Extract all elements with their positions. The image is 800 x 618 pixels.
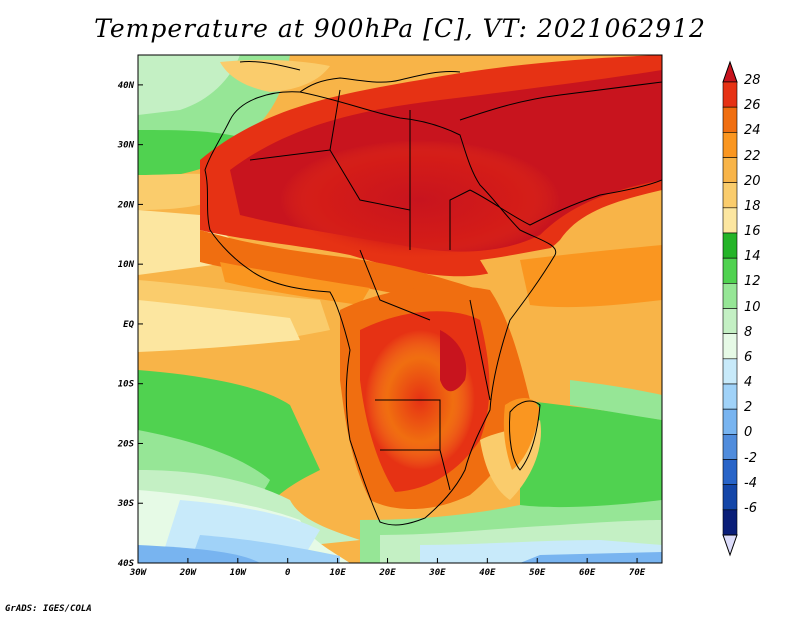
colorbar-bottom-arrow bbox=[722, 534, 738, 557]
colorbar-label: 28 bbox=[744, 73, 761, 88]
coastlines bbox=[204, 61, 662, 526]
colorbar-swatch bbox=[722, 81, 738, 108]
lat-tick-label: EQ bbox=[123, 320, 134, 330]
lat-tick-label: 40N bbox=[118, 81, 135, 91]
plot-frame bbox=[137, 54, 663, 564]
lon-tick-label: 60E bbox=[579, 568, 596, 578]
colorbar-swatch bbox=[722, 308, 738, 334]
colorbar-label: 4 bbox=[744, 375, 753, 390]
colorbar-swatch bbox=[722, 459, 738, 485]
longitude-ticks: 30W 20W 10W 0 10E 20E 30E 40E 50E 60E 70E bbox=[129, 558, 646, 578]
colorbar-label: 12 bbox=[744, 274, 761, 290]
lat-tick-label: 30S bbox=[117, 499, 135, 509]
colorbar-label: 24 bbox=[744, 123, 761, 139]
colorbar-label: 2 bbox=[744, 400, 753, 416]
colorbar-label: -4 bbox=[744, 475, 757, 491]
colorbar-swatch bbox=[722, 408, 738, 435]
colorbar bbox=[722, 60, 738, 557]
lon-tick-label: 0 bbox=[285, 568, 291, 578]
credit-text: GrADS: IGES/COLA bbox=[5, 604, 92, 614]
colorbar-label: 16 bbox=[744, 224, 761, 239]
colorbar-label: 0 bbox=[744, 425, 753, 441]
colorbar-swatch bbox=[722, 509, 738, 536]
colorbar-label: 10 bbox=[744, 299, 761, 315]
lon-tick-label: 30W bbox=[129, 568, 148, 578]
colorbar-swatch bbox=[722, 283, 738, 309]
colorbar-label: -6 bbox=[744, 500, 757, 516]
plot-title: Temperature at 900hPa [C], VT: 202106291… bbox=[94, 14, 706, 43]
colorbar-swatch bbox=[722, 157, 738, 183]
colorbar-label: 6 bbox=[744, 349, 753, 365]
lon-tick-label: 20E bbox=[378, 568, 396, 578]
lat-tick-label: 10N bbox=[118, 260, 135, 270]
colorbar-label: 8 bbox=[744, 324, 753, 340]
colorbar-swatch bbox=[722, 207, 738, 234]
lon-tick-label: 30E bbox=[428, 568, 446, 578]
colorbar-label: -2 bbox=[744, 450, 757, 466]
latitude-ticks: 40N 30N 20N 10N EQ 10S 20S 30S 40S bbox=[117, 81, 143, 569]
temperature-field bbox=[138, 55, 662, 563]
colorbar-label: 14 bbox=[744, 249, 761, 265]
colorbar-swatch bbox=[722, 434, 738, 460]
colorbar-swatch bbox=[722, 132, 738, 158]
lat-tick-label: 20N bbox=[117, 200, 135, 210]
colorbar-swatch bbox=[722, 333, 738, 360]
lat-tick-label: 40S bbox=[118, 559, 135, 569]
lon-tick-label: 70E bbox=[629, 568, 646, 578]
colorbar-swatch bbox=[722, 383, 738, 410]
colorbar-swatch bbox=[722, 182, 738, 209]
lon-tick-label: 10W bbox=[230, 568, 248, 578]
lon-tick-label: 10E bbox=[329, 568, 346, 578]
colorbar-swatch bbox=[722, 358, 738, 385]
lat-tick-label: 20S bbox=[117, 439, 135, 449]
colorbar-swatch bbox=[722, 484, 738, 511]
colorbar-label: 26 bbox=[744, 98, 761, 114]
colorbar-label: 20 bbox=[744, 173, 761, 189]
lon-tick-label: 40E bbox=[479, 568, 496, 578]
colorbar-top-arrow bbox=[722, 60, 738, 83]
colorbar-label: 22 bbox=[744, 148, 761, 164]
lat-tick-label: 30N bbox=[117, 141, 135, 151]
colorbar-swatch bbox=[722, 106, 738, 133]
lon-tick-label: 20W bbox=[179, 568, 198, 578]
colorbar-label: 18 bbox=[744, 198, 761, 214]
colorbar-swatch bbox=[722, 257, 738, 284]
lat-tick-label: 10S bbox=[118, 380, 135, 390]
lon-tick-label: 50E bbox=[529, 568, 546, 578]
colorbar-swatch bbox=[722, 232, 738, 259]
